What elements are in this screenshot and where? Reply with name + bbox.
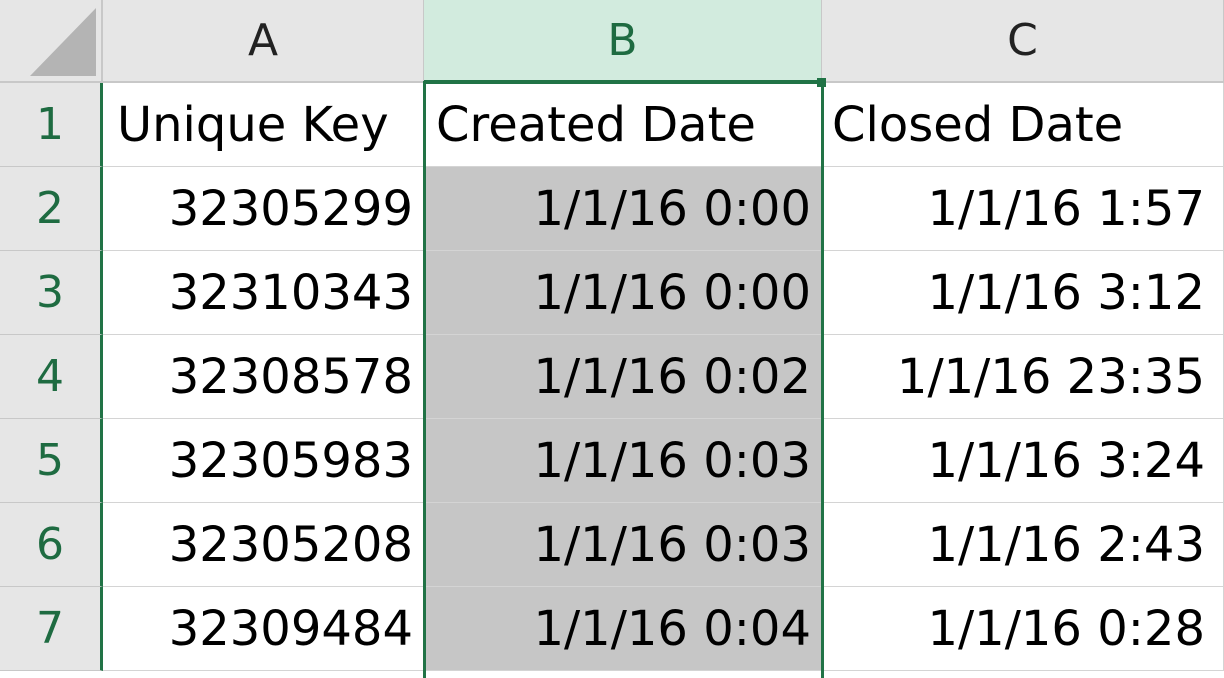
row-header-5[interactable]: 5 [0, 419, 103, 503]
cell-a5[interactable]: 32305983 [103, 419, 424, 503]
cell-a7[interactable]: 32309484 [103, 587, 424, 671]
cell-b1[interactable]: Created Date [424, 83, 822, 167]
row-header-4[interactable]: 4 [0, 335, 103, 419]
select-all-triangle-icon [30, 8, 96, 76]
column-header-b[interactable]: B [424, 0, 822, 83]
cell-a4[interactable]: 32308578 [103, 335, 424, 419]
cell-b6[interactable]: 1/1/16 0:03 [424, 503, 822, 587]
cell-b3[interactable]: 1/1/16 0:00 [424, 251, 822, 335]
row-header-7[interactable]: 7 [0, 587, 103, 671]
cell-c6[interactable]: 1/1/16 2:43 [822, 503, 1224, 587]
cell-c4[interactable]: 1/1/16 23:35 [822, 335, 1224, 419]
cell-a6[interactable]: 32305208 [103, 503, 424, 587]
cell-a1[interactable]: Unique Key [103, 83, 424, 167]
row-header-2[interactable]: 2 [0, 167, 103, 251]
cell-c3[interactable]: 1/1/16 3:12 [822, 251, 1224, 335]
cell-b5[interactable]: 1/1/16 0:03 [424, 419, 822, 503]
cell-a3[interactable]: 32310343 [103, 251, 424, 335]
cell-c7[interactable]: 1/1/16 0:28 [822, 587, 1224, 671]
cell-b7[interactable]: 1/1/16 0:04 [424, 587, 822, 671]
fill-handle[interactable] [817, 78, 826, 87]
cell-c2[interactable]: 1/1/16 1:57 [822, 167, 1224, 251]
select-all-button[interactable] [0, 0, 103, 83]
cell-c1[interactable]: Closed Date [822, 83, 1224, 167]
column-header-a[interactable]: A [103, 0, 424, 83]
cell-b4[interactable]: 1/1/16 0:02 [424, 335, 822, 419]
row-header-3[interactable]: 3 [0, 251, 103, 335]
cell-b2[interactable]: 1/1/16 0:00 [424, 167, 822, 251]
cell-a2[interactable]: 32305299 [103, 167, 424, 251]
cell-c5[interactable]: 1/1/16 3:24 [822, 419, 1224, 503]
column-header-c[interactable]: C [822, 0, 1224, 83]
row-header-1[interactable]: 1 [0, 83, 103, 167]
row-header-6[interactable]: 6 [0, 503, 103, 587]
